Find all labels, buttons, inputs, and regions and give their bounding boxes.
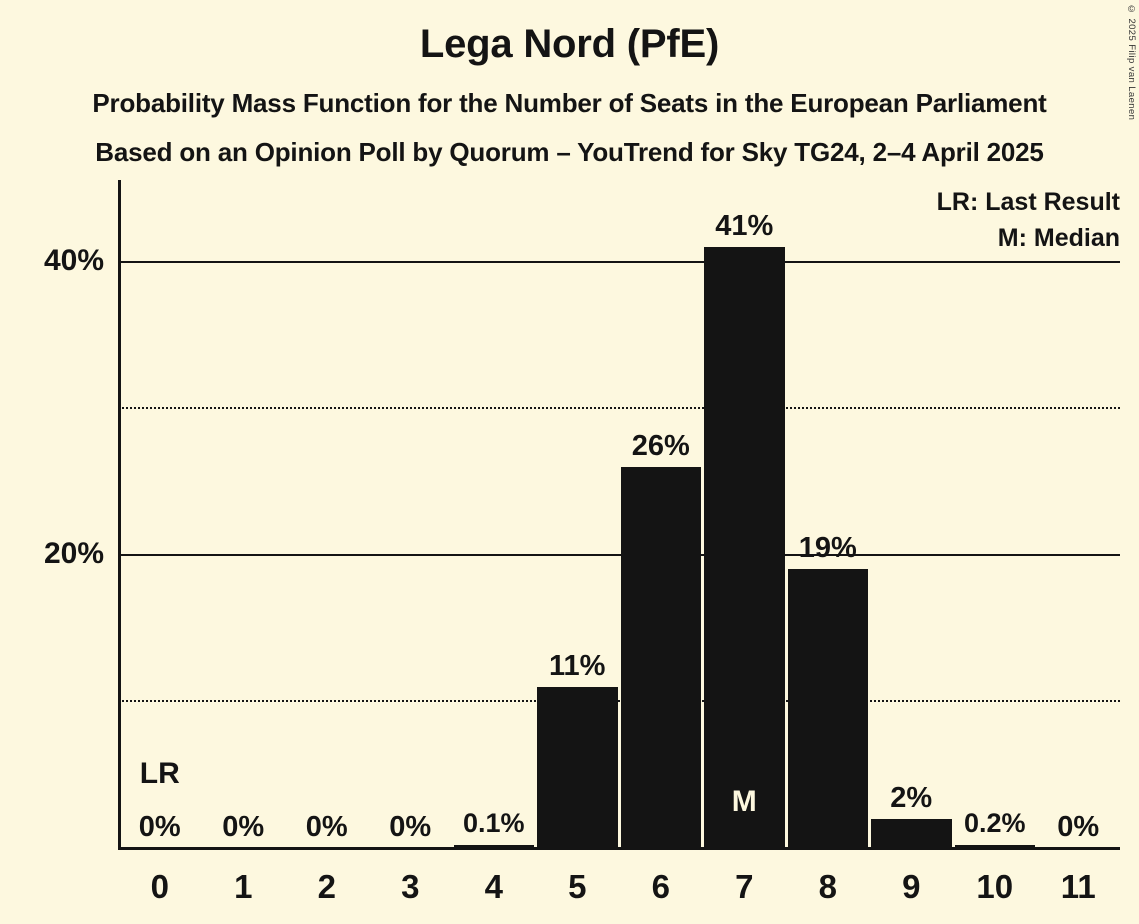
x-axis-line [118, 847, 1120, 850]
gridline-10 [118, 700, 1120, 703]
x-axis-tick-label-8: 8 [818, 868, 837, 905]
bar-value-label-10: 0.2% [963, 808, 1026, 838]
median-marker: M [731, 785, 757, 818]
bar-value-label-11: 0% [1057, 811, 1100, 843]
bar-value-label-6: 26% [631, 429, 690, 462]
x-axis-tick-label-11: 11 [1060, 868, 1096, 905]
x-axis-tick-label-1: 1 [234, 868, 253, 905]
bar-seat-4[interactable] [453, 845, 534, 848]
copyright-notice: © 2025 Filip van Laenen [1126, 4, 1137, 121]
legend-item-last-result: LR: Last Result [936, 188, 1120, 216]
x-axis-tick-label-7: 7 [735, 868, 754, 905]
bar-value-label-7: 41% [715, 209, 774, 242]
x-axis-tick-label-9: 9 [902, 868, 921, 905]
y-axis-tick-label-40: 40% [43, 243, 104, 277]
chart-subtitle-secondary: Based on an Opinion Poll by Quorum – You… [95, 137, 1044, 167]
bar-value-label-4: 0.1% [462, 808, 525, 838]
bar-seat-5[interactable] [537, 686, 618, 848]
bar-value-label-8: 19% [798, 532, 857, 565]
bar-seat-8[interactable] [787, 569, 868, 848]
bar-seat-7[interactable] [704, 246, 785, 848]
x-axis-tick-label-5: 5 [568, 868, 587, 905]
last-result-marker: LR [139, 757, 180, 790]
bar-value-label-5: 11% [549, 649, 606, 682]
bar-seat-10[interactable] [954, 845, 1035, 848]
x-axis-tick-label-3: 3 [401, 868, 420, 905]
x-axis-tick-label-4: 4 [484, 868, 503, 905]
x-axis-tick-label-0: 0 [150, 868, 169, 905]
gridline-30 [118, 407, 1120, 410]
y-axis-tick-label-20: 20% [43, 536, 104, 570]
gridline-20 [118, 553, 1120, 556]
bar-value-label-1: 0% [222, 811, 265, 843]
y-axis-line [118, 180, 121, 850]
chart-title: Lega Nord (PfE) [419, 22, 720, 66]
bar-value-label-2: 0% [305, 811, 348, 843]
x-axis-tick-label-6: 6 [651, 868, 670, 905]
bar-seat-6[interactable] [620, 466, 701, 848]
x-axis-tick-label-2: 2 [317, 868, 336, 905]
x-axis-tick-label-10: 10 [976, 868, 1014, 905]
bar-value-label-0: 0% [138, 811, 181, 843]
plot-area [118, 180, 1120, 848]
bar-value-label-9: 2% [890, 781, 933, 814]
legend-item-median: M: Median [997, 224, 1120, 252]
chart-legend: LR: Last Result M: Median [937, 184, 1120, 256]
gridline-40 [118, 260, 1120, 263]
bar-value-label-3: 0% [389, 811, 432, 843]
chart-subtitle-primary: Probability Mass Function for the Number… [92, 88, 1047, 118]
bar-seat-9[interactable] [871, 818, 952, 848]
